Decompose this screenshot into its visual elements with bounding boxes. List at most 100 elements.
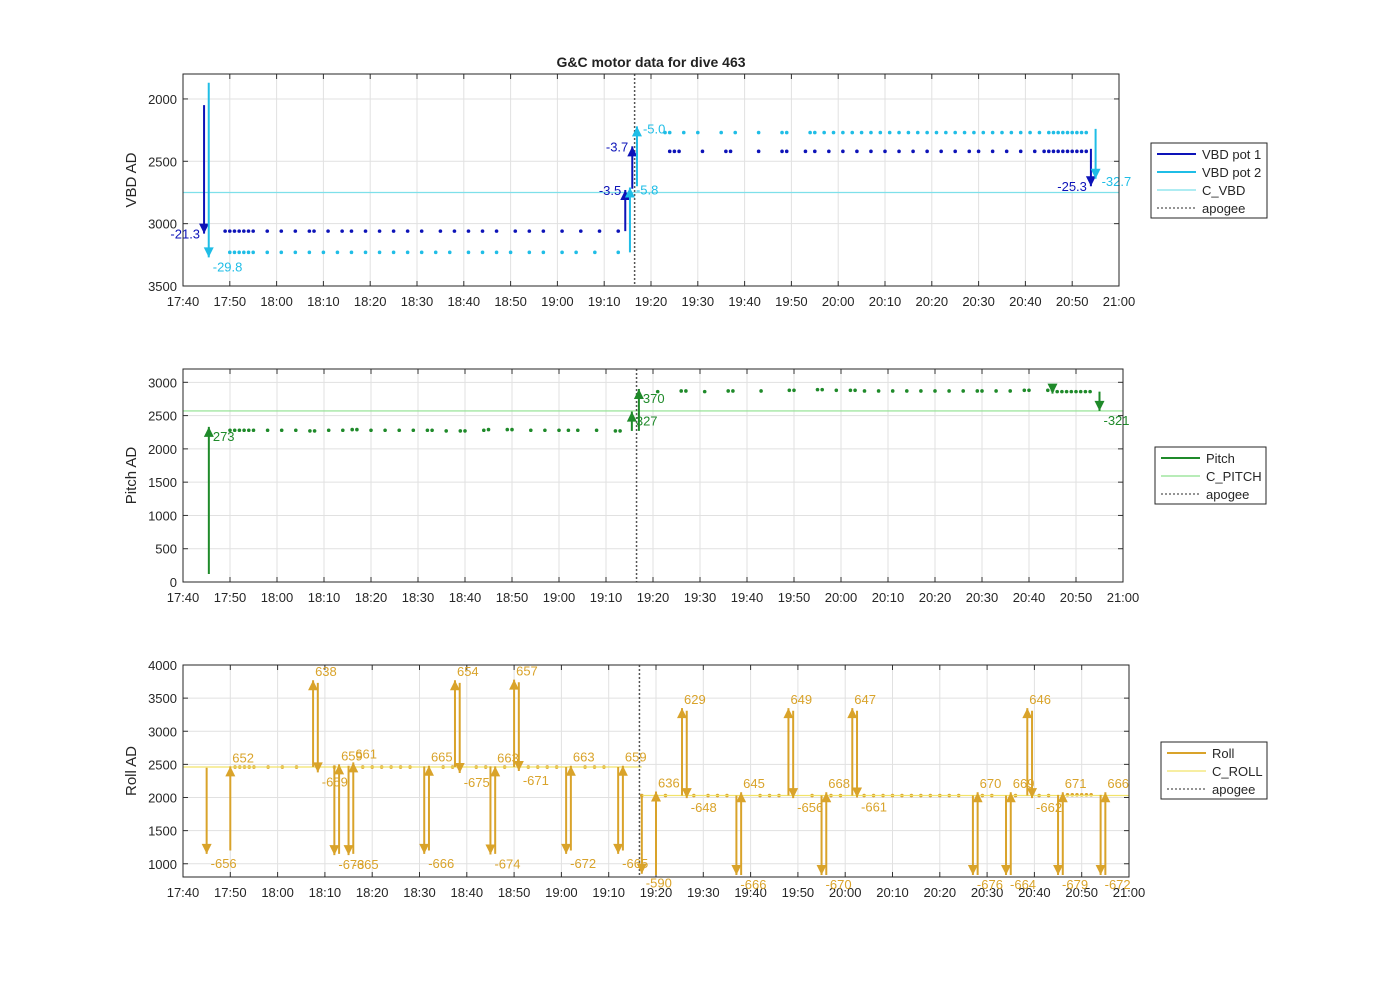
x-tick-label: 18:20 bbox=[354, 294, 387, 309]
data-point-vbd1 bbox=[1056, 149, 1060, 154]
data-point-pitch bbox=[430, 428, 434, 433]
y-tick-label: 3000 bbox=[148, 217, 177, 232]
arrow-label: 649 bbox=[790, 692, 812, 707]
data-point-vbd2 bbox=[616, 250, 621, 255]
arrow-head-roll bbox=[1027, 788, 1038, 799]
arrow-label: -3.5 bbox=[599, 183, 621, 198]
y-tick-label: 2000 bbox=[148, 442, 177, 457]
data-point-pitch bbox=[326, 428, 331, 433]
data-point-pitch bbox=[543, 428, 547, 433]
data-point-pitch bbox=[919, 389, 923, 393]
y-tick-label: 2000 bbox=[148, 92, 177, 107]
data-point-vbd2 bbox=[419, 250, 424, 255]
data-point-pitch bbox=[853, 388, 857, 393]
data-point-pitch bbox=[975, 389, 980, 393]
x-tick-label: 20:10 bbox=[876, 885, 909, 900]
data-point-vbd1 bbox=[597, 229, 602, 233]
data-point-vbd2 bbox=[349, 250, 354, 255]
x-tick-label: 20:10 bbox=[869, 294, 902, 309]
data-point-pitch bbox=[279, 428, 284, 433]
arrow-label: -656 bbox=[797, 800, 823, 815]
x-tick-label: 18:40 bbox=[448, 294, 481, 309]
arrow-head-roll bbox=[847, 708, 858, 719]
data-point-pitch bbox=[759, 389, 763, 393]
arrow-head-roll bbox=[617, 765, 628, 776]
data-point-vbd2 bbox=[265, 250, 270, 255]
arrow-head-roll bbox=[1001, 865, 1012, 876]
arrow-label: -670 bbox=[826, 877, 852, 892]
y-tick-label: 1000 bbox=[148, 857, 177, 872]
x-tick-label: 19:40 bbox=[728, 294, 761, 309]
data-point-vbd2 bbox=[433, 250, 438, 255]
x-tick-label: 18:30 bbox=[403, 885, 436, 900]
data-point-pitch bbox=[702, 389, 707, 394]
arrow-label: 665 bbox=[431, 750, 453, 765]
data-point-pitch bbox=[341, 428, 345, 433]
arrow-head-roll bbox=[1005, 792, 1016, 803]
x-tick-label: 20:40 bbox=[1009, 294, 1042, 309]
data-point-vbd1 bbox=[869, 149, 873, 154]
x-tick-label: 20:20 bbox=[919, 590, 952, 605]
x-tick-label: 18:00 bbox=[261, 885, 294, 900]
data-point-pitch bbox=[1074, 389, 1078, 394]
data-point-vbd2 bbox=[1065, 130, 1070, 135]
data-point-vbd2 bbox=[850, 130, 855, 135]
x-tick-label: 20:50 bbox=[1060, 590, 1093, 605]
arrow-head-roll bbox=[454, 762, 465, 773]
y-tick-label: 1500 bbox=[148, 824, 177, 839]
data-point-pitch bbox=[726, 389, 730, 393]
arrow-label: 652 bbox=[232, 750, 254, 765]
data-point-vbd1 bbox=[1047, 149, 1051, 154]
data-point-vbd2 bbox=[859, 130, 864, 135]
arrow-head-roll bbox=[312, 762, 323, 773]
x-tick-label: 18:50 bbox=[498, 885, 531, 900]
arrow-label: -666 bbox=[740, 877, 766, 892]
data-point-vbd2 bbox=[925, 130, 929, 135]
arrow-label: 670 bbox=[980, 776, 1002, 791]
x-tick-label: 20:50 bbox=[1065, 885, 1098, 900]
x-tick-label: 21:00 bbox=[1107, 590, 1140, 605]
x-tick-label: 18:20 bbox=[356, 885, 389, 900]
x-tick-label: 19:00 bbox=[543, 590, 576, 605]
x-tick-label: 18:00 bbox=[260, 294, 293, 309]
data-point-vbd2 bbox=[733, 130, 738, 135]
data-point-pitch bbox=[425, 428, 430, 433]
data-point-vbd1 bbox=[1065, 149, 1070, 154]
data-point-vbd2 bbox=[719, 130, 723, 135]
legend-entry: Roll bbox=[1212, 746, 1235, 761]
arrow-head-roll bbox=[967, 865, 978, 876]
data-point-vbd2 bbox=[813, 130, 817, 135]
arrow-label: 647 bbox=[854, 692, 876, 707]
data-point-pitch bbox=[529, 428, 533, 433]
data-point-vbd1 bbox=[813, 149, 817, 154]
data-point-pitch bbox=[980, 389, 984, 393]
arrow-label: -32.7 bbox=[1102, 174, 1132, 189]
data-point-vbd2 bbox=[831, 130, 836, 135]
data-point-pitch bbox=[684, 389, 688, 393]
data-point-vbd1 bbox=[976, 149, 981, 154]
arrow-label: -21.3 bbox=[170, 227, 200, 242]
data-point-vbd2 bbox=[953, 130, 957, 135]
data-point-pitch bbox=[294, 428, 298, 433]
data-point-pitch bbox=[1060, 389, 1064, 394]
x-tick-label: 18:40 bbox=[449, 590, 482, 605]
y-tick-label: 3500 bbox=[148, 691, 177, 706]
data-point-vbd2 bbox=[784, 130, 789, 135]
data-point-pitch bbox=[1069, 389, 1074, 394]
data-point-vbd1 bbox=[967, 149, 972, 154]
x-tick-label: 20:30 bbox=[971, 885, 1004, 900]
x-tick-label: 19:30 bbox=[682, 294, 715, 309]
data-point-vbd1 bbox=[246, 229, 251, 233]
data-point-pitch bbox=[265, 428, 270, 433]
data-point-pitch bbox=[1027, 388, 1031, 393]
arrow-head-pitch bbox=[626, 411, 637, 422]
x-tick-label: 17:40 bbox=[167, 294, 200, 309]
data-point-vbd2 bbox=[1070, 130, 1074, 135]
arrow-label: 659 bbox=[625, 750, 647, 765]
x-tick-label: 19:50 bbox=[782, 885, 815, 900]
x-tick-label: 19:20 bbox=[635, 294, 668, 309]
arrow-head-roll bbox=[485, 844, 496, 855]
panel-vbd: 17:40 17:50 18:00 18:10 18:20 18:30 18:40 18:50… bbox=[123, 73, 1268, 309]
x-tick-label: 19:20 bbox=[640, 885, 673, 900]
data-point-vbd2 bbox=[1079, 130, 1084, 135]
